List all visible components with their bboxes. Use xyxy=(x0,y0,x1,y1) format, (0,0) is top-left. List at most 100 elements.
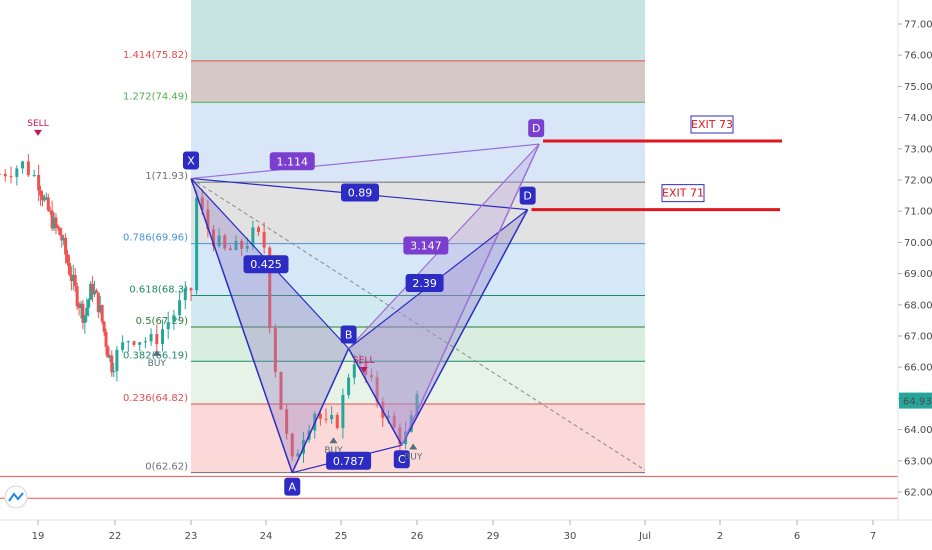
x-axis: 19 22 23 24 25 26 29 30 Jul 2 6 7 xyxy=(0,519,932,550)
y-tick-label: 70.00 xyxy=(904,238,932,249)
fib-level-label: 1.414(75.82) xyxy=(123,50,188,61)
leg-cd-alt xyxy=(401,143,540,446)
y-tick-label: 69.00 xyxy=(904,269,932,280)
signal-label: BUY xyxy=(324,446,343,456)
x-tick-label: Jul xyxy=(638,531,651,542)
candle-body xyxy=(172,315,176,323)
fib-level-label: 0.786(69.96) xyxy=(123,233,188,244)
ratio-box xyxy=(341,183,379,202)
candle-body xyxy=(108,355,112,358)
x-axis-background xyxy=(0,520,932,550)
candle-body xyxy=(217,235,221,247)
trend-line xyxy=(190,178,646,471)
y-tick-label: 63.00 xyxy=(904,456,932,467)
candle-body xyxy=(318,413,322,419)
candle-body xyxy=(296,453,300,457)
ratio-label: 0.787 xyxy=(333,455,365,468)
pattern-fill-bcd-alt xyxy=(348,144,540,446)
ratio-box xyxy=(405,273,444,292)
candle-body xyxy=(262,232,266,248)
sell-arrow-icon xyxy=(359,366,368,373)
pattern-point-box xyxy=(528,119,545,138)
candle-body xyxy=(290,433,294,457)
exit-box xyxy=(690,115,734,134)
candle-body xyxy=(87,299,91,308)
candle-body xyxy=(104,331,108,347)
candle-body xyxy=(67,263,71,275)
candle-body xyxy=(358,361,362,365)
y-tick-label: 73.00 xyxy=(904,144,932,155)
y-tick-label: 76.00 xyxy=(904,51,932,62)
candle-body xyxy=(75,286,79,307)
buy-arrow-icon xyxy=(329,437,338,444)
candle-body xyxy=(166,322,170,330)
pattern-point-label: C xyxy=(398,453,406,466)
candle-body xyxy=(240,240,244,249)
last-price-label: 64.93 xyxy=(903,397,932,408)
candle-body xyxy=(79,303,83,309)
exit-box xyxy=(661,184,705,203)
ratio-label: 2.39 xyxy=(412,277,437,290)
candle-body xyxy=(56,225,60,229)
fib-level-label: 0.236(64.82) xyxy=(123,393,188,404)
exit-label: EXIT 71 xyxy=(662,187,704,200)
fib-band xyxy=(191,295,645,327)
candle-body xyxy=(110,355,114,373)
y-tick-label: 72.00 xyxy=(904,176,932,187)
candle-body xyxy=(58,228,62,236)
x-tick-label: 23 xyxy=(185,531,198,542)
candle-body xyxy=(279,371,283,410)
candle-body xyxy=(94,290,98,293)
pattern-point-label: D xyxy=(532,122,540,135)
candle-body xyxy=(138,342,142,345)
leg-ab xyxy=(291,348,350,473)
candle-body xyxy=(352,364,356,378)
candle-body xyxy=(48,210,52,212)
candle-body xyxy=(223,235,227,249)
pattern-overlays: 1.114 0.89 0.425 3.147 2.39 0.787 X A B C D D SELL BU… xyxy=(27,115,782,496)
pattern-point-label: D xyxy=(523,190,531,203)
fib-band xyxy=(191,182,645,244)
candle-body xyxy=(100,305,104,322)
candle-body xyxy=(44,197,48,199)
candle-body xyxy=(387,415,390,418)
candle-body xyxy=(228,248,232,251)
tradingview-logo-icon[interactable] xyxy=(4,485,28,509)
fib-level-label: 1(71.93) xyxy=(145,171,188,182)
candle-body xyxy=(112,371,116,373)
candle-body xyxy=(273,328,277,372)
candle-body xyxy=(64,238,68,255)
x-tick-label: 19 xyxy=(32,531,45,542)
candle-body xyxy=(40,195,44,201)
exit-label: EXIT 73 xyxy=(691,118,733,131)
fib-level-label: 0(62.62) xyxy=(145,462,188,473)
candle-body xyxy=(132,341,136,345)
candle-body xyxy=(245,245,249,249)
ratio-label: 0.89 xyxy=(348,186,373,199)
fib-band xyxy=(191,0,645,61)
y-tick-label: 68.00 xyxy=(904,300,932,311)
candle-body xyxy=(102,321,106,332)
candle-body xyxy=(106,346,110,358)
y-axis: 77.00 76.00 75.00 74.00 73.00 72.00 71.00 70.00… xyxy=(897,0,932,550)
ratio-box xyxy=(269,152,315,171)
pattern-point-box xyxy=(183,151,199,170)
candle-body xyxy=(96,292,100,313)
candle-body xyxy=(251,227,255,246)
leg-cd xyxy=(401,209,529,446)
candle-body xyxy=(285,409,289,434)
y-tick-label: 71.00 xyxy=(904,207,932,218)
candle-body xyxy=(189,288,193,291)
leg-bc xyxy=(347,348,403,446)
candle-body xyxy=(66,254,70,264)
candle-body xyxy=(200,197,204,210)
y-tick-label: 67.00 xyxy=(904,332,932,343)
candle-body xyxy=(39,190,43,196)
candle-body xyxy=(54,217,58,226)
leg-xd-alt xyxy=(190,143,540,180)
candle-body xyxy=(98,305,102,313)
candle-body xyxy=(415,394,419,416)
candle-body xyxy=(257,227,260,233)
candle-body xyxy=(121,342,125,350)
